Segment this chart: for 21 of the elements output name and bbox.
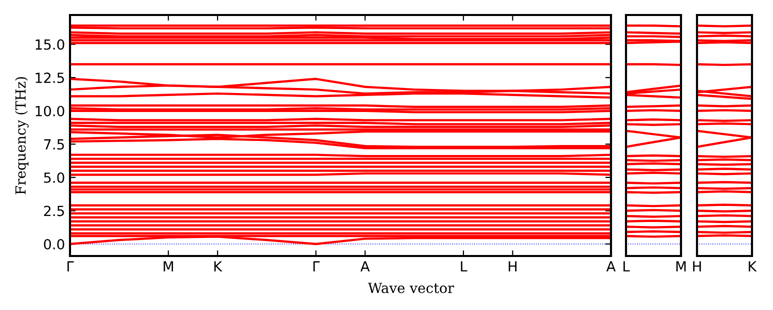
y-tick-label: 5.0	[44, 172, 64, 183]
y-axis-title: Frequency (THz)	[15, 77, 29, 194]
y-tick-label: 15.0	[36, 39, 64, 50]
x-tick-label: K	[748, 261, 757, 272]
x-tick-label: M	[676, 261, 686, 272]
x-tick-label: M	[164, 261, 173, 272]
x-tick-label: A	[360, 261, 370, 272]
x-tick-label: K	[214, 261, 222, 272]
x-tick-label: L	[623, 261, 630, 272]
y-tick-label: 0.0	[44, 238, 64, 250]
x-tick-label: A	[606, 261, 616, 272]
y-tick-label: 12.5	[36, 72, 64, 84]
x-tick-label: H	[693, 261, 701, 272]
x-tick-label: Γ	[313, 261, 320, 272]
y-tick-label: 10.0	[36, 106, 64, 116]
y-tick-label: 7.5	[44, 139, 64, 150]
x-tick-label: L	[460, 261, 468, 272]
x-tick-label: Γ	[67, 261, 74, 272]
x-tick-label: H	[508, 261, 516, 272]
y-tick-label: 2.5	[44, 206, 64, 216]
x-axis-title: Wave vector	[368, 282, 454, 294]
